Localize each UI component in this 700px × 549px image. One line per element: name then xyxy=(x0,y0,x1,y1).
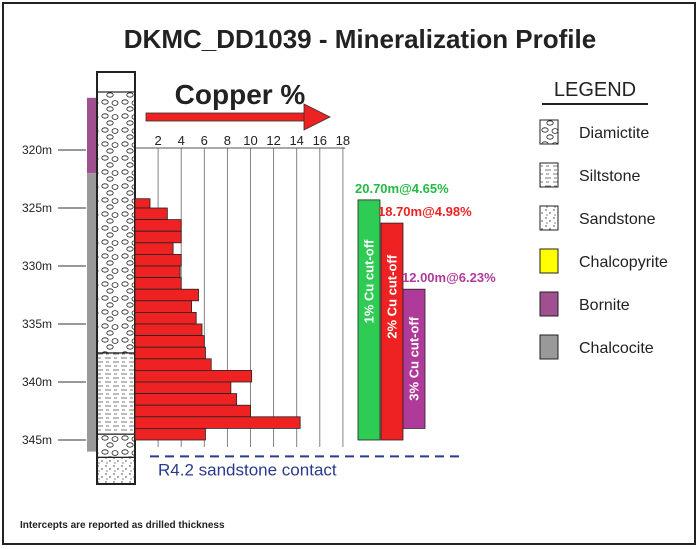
x-tick-label: 12 xyxy=(266,133,280,148)
chart-title: DKMC_DD1039 - Mineralization Profile xyxy=(124,24,596,54)
lithology-siltstone xyxy=(96,352,136,435)
copper-bar xyxy=(134,198,151,209)
lithology-diamictite xyxy=(96,433,136,459)
depth-tick-label: 335m xyxy=(22,317,52,331)
x-tick-label: 8 xyxy=(224,133,231,148)
legend-swatch-bornite xyxy=(539,291,559,317)
depth-tick-label: 320m xyxy=(22,143,52,157)
legend-label: Chalcopyrite xyxy=(579,254,668,271)
x-tick-label: 10 xyxy=(243,133,257,148)
footnote: Intercepts are reported as drilled thick… xyxy=(20,520,225,531)
depth-tick-label: 325m xyxy=(22,201,52,215)
copper-bars xyxy=(134,198,301,441)
x-tick-label: 16 xyxy=(313,133,327,148)
copper-bar xyxy=(134,265,181,279)
copper-bar xyxy=(134,277,182,290)
copper-bar xyxy=(134,416,301,429)
copper-bar xyxy=(134,335,205,348)
copper-bar xyxy=(134,207,168,220)
copper-bar xyxy=(134,253,182,267)
lithology-column xyxy=(96,71,136,485)
copper-bar xyxy=(134,230,182,244)
copper-bar xyxy=(134,427,206,441)
mineral-bornite xyxy=(87,97,96,174)
intercept-cutoff-label: 1% Cu cut-off xyxy=(362,239,377,323)
intercept-label: 12.00m@6.23% xyxy=(402,270,496,285)
contact-label: R4.2 sandstone contact xyxy=(158,460,337,479)
depth-tick-label: 330m xyxy=(22,259,52,273)
x-tick-label: 14 xyxy=(289,133,303,148)
mineralogy-column xyxy=(87,97,96,452)
legend-swatch-sandstone xyxy=(539,205,559,231)
legend: LEGEND Diamictite Siltstone Sandstone Chalc… xyxy=(539,79,668,360)
intercept-label: 20.70m@4.65% xyxy=(355,181,449,196)
depth-axis: 320m 325m 330m 335m 340m 345m xyxy=(22,143,86,447)
copper-arrow xyxy=(145,103,331,131)
intercept-cutoff-label: 3% Cu cut-off xyxy=(407,316,422,400)
lithology-diamictite xyxy=(96,91,136,354)
legend-swatch-chalcopyrite xyxy=(539,248,559,274)
depth-tick-label: 345m xyxy=(22,433,52,447)
copper-bar xyxy=(134,323,203,337)
x-tick-label: 18 xyxy=(336,133,350,148)
intercept-cutoff-label: 2% Cu cut-off xyxy=(385,254,400,338)
copper-bar xyxy=(134,288,199,302)
copper-bar xyxy=(134,242,174,255)
copper-bar xyxy=(134,358,212,371)
legend-label: Diamictite xyxy=(579,125,649,142)
legend-swatch-chalcocite xyxy=(539,334,559,360)
copper-bar xyxy=(134,393,238,406)
copper-bar xyxy=(134,346,206,360)
copper-bar xyxy=(134,404,251,418)
copper-bar xyxy=(134,381,232,395)
legend-label: Siltstone xyxy=(579,168,640,185)
legend-swatch-siltstone xyxy=(539,162,559,188)
legend-swatch-diamictite xyxy=(539,119,559,145)
copper-bar xyxy=(134,369,253,383)
copper-arrow-head xyxy=(303,103,331,131)
x-axis-ticks: 2 4 6 8 10 12 14 16 18 xyxy=(135,133,350,447)
depth-tick-label: 340m xyxy=(22,375,52,389)
mineral-chalcocite xyxy=(87,173,96,452)
legend-label: Bornite xyxy=(579,297,630,314)
legend-title: LEGEND xyxy=(554,79,636,101)
copper-bar xyxy=(134,311,197,325)
x-tick-label: 4 xyxy=(178,133,185,148)
intercept-bars: 1% Cu cut-off 20.70m@4.65% 2% Cu cut-off 18… xyxy=(355,181,496,441)
legend-label: Sandstone xyxy=(579,211,656,228)
intercept-bar xyxy=(402,288,426,429)
legend-label: Chalcocite xyxy=(579,340,654,357)
intercept-bar xyxy=(357,199,381,441)
copper-bar xyxy=(134,300,192,313)
x-tick-label: 6 xyxy=(201,133,208,148)
copper-arrow-shaft xyxy=(145,112,307,122)
x-axis-label: Copper % xyxy=(175,79,306,110)
lithology-sandstone xyxy=(96,456,136,485)
legend-items: Diamictite Siltstone Sandstone Chalcopyrite… xyxy=(539,119,668,360)
copper-bar xyxy=(134,219,182,232)
x-tick-label: 2 xyxy=(154,133,161,148)
intercept-label: 18.70m@4.98% xyxy=(378,204,472,219)
